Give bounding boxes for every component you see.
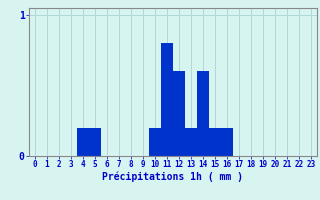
Bar: [161, 43, 173, 156]
X-axis label: Précipitations 1h ( mm ): Précipitations 1h ( mm ): [102, 172, 243, 182]
Bar: [89, 128, 101, 156]
Bar: [185, 128, 197, 156]
Bar: [149, 128, 161, 156]
Bar: [197, 71, 209, 156]
Bar: [77, 128, 89, 156]
Bar: [221, 128, 233, 156]
Bar: [209, 128, 221, 156]
Bar: [173, 71, 185, 156]
